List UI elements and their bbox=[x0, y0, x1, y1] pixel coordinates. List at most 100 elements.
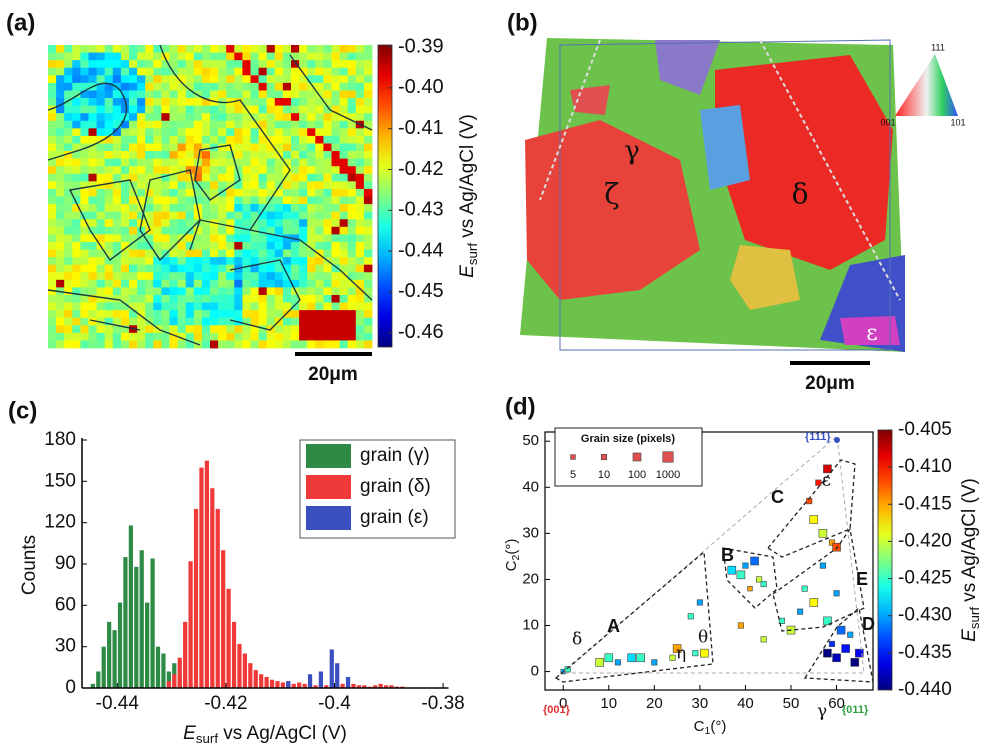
map-cell bbox=[218, 120, 227, 129]
map-cell bbox=[234, 67, 243, 76]
map-cell bbox=[104, 302, 114, 311]
panel-label: (b) bbox=[507, 9, 538, 36]
map-cell bbox=[169, 196, 178, 205]
map-cell bbox=[274, 340, 284, 349]
map-cell bbox=[323, 204, 332, 213]
map-cell bbox=[193, 67, 203, 76]
legend-swatch bbox=[306, 444, 351, 468]
map-cell bbox=[299, 113, 308, 122]
map-cell bbox=[218, 332, 227, 341]
map-cell bbox=[120, 279, 130, 288]
map-cell bbox=[226, 113, 235, 122]
colorbar-label: Esurf vs Ag/AgCl (V) bbox=[457, 114, 480, 278]
bar bbox=[242, 653, 248, 688]
map-cell bbox=[210, 188, 219, 197]
map-cell bbox=[331, 279, 340, 288]
map-cell bbox=[299, 166, 308, 175]
map-cell bbox=[339, 90, 349, 99]
map-cell bbox=[347, 181, 357, 190]
map-cell bbox=[193, 98, 203, 106]
grain bbox=[840, 316, 900, 345]
grain-marker bbox=[815, 479, 822, 486]
map-cell bbox=[80, 158, 89, 167]
map-cell bbox=[266, 302, 276, 311]
map-cell bbox=[234, 310, 243, 319]
map-cell bbox=[88, 143, 97, 152]
map-cell bbox=[96, 135, 106, 144]
bar bbox=[172, 674, 177, 688]
map-cell bbox=[145, 128, 154, 137]
map-cell bbox=[315, 90, 324, 99]
map-cell bbox=[161, 173, 170, 182]
map-cell bbox=[258, 166, 268, 175]
map-cell bbox=[331, 82, 340, 91]
map-cell bbox=[120, 294, 130, 303]
map-cell bbox=[299, 219, 308, 228]
map-cell bbox=[80, 211, 89, 220]
map-cell bbox=[185, 158, 195, 167]
map-cell bbox=[64, 279, 73, 288]
grain-label: δ bbox=[792, 178, 809, 211]
map-cell bbox=[339, 120, 349, 129]
map-cell bbox=[177, 257, 187, 266]
map-cell bbox=[161, 204, 170, 213]
map-cell bbox=[88, 60, 97, 69]
map-cell bbox=[323, 67, 332, 76]
map-cell bbox=[347, 241, 357, 250]
map-cell bbox=[169, 211, 178, 220]
map-cell bbox=[120, 158, 130, 167]
key-label: 101 bbox=[950, 117, 965, 127]
map-cell bbox=[120, 257, 130, 266]
grain-marker bbox=[809, 598, 819, 607]
map-cell bbox=[201, 128, 211, 137]
map-cell bbox=[242, 249, 251, 258]
map-cell bbox=[96, 60, 106, 69]
map-cell bbox=[226, 75, 235, 84]
map-cell bbox=[299, 128, 308, 137]
map-cell bbox=[129, 75, 138, 84]
map-cell bbox=[242, 257, 251, 266]
map-cell bbox=[307, 188, 316, 197]
map-cell bbox=[242, 287, 251, 296]
map-cell bbox=[48, 279, 57, 288]
region-label: E bbox=[856, 569, 868, 589]
map-cell bbox=[120, 272, 130, 281]
bar bbox=[253, 670, 258, 688]
map-cell bbox=[96, 234, 106, 243]
map-cell bbox=[315, 234, 324, 243]
map-cell bbox=[218, 340, 227, 349]
map-cell bbox=[226, 340, 235, 349]
map-cell bbox=[307, 272, 316, 281]
map-cell bbox=[169, 181, 178, 190]
map-cell bbox=[145, 188, 154, 197]
map-cell bbox=[315, 294, 324, 303]
map-cell bbox=[315, 196, 324, 205]
map-cell bbox=[193, 310, 203, 319]
map-cell bbox=[331, 188, 340, 197]
map-cell bbox=[315, 310, 324, 319]
x-tick-label: 20 bbox=[646, 695, 663, 712]
map-cell bbox=[161, 234, 170, 243]
map-cell bbox=[129, 302, 138, 311]
map-cell bbox=[266, 173, 276, 182]
map-cell bbox=[355, 181, 365, 190]
map-cell bbox=[274, 52, 284, 61]
map-cell bbox=[242, 294, 251, 303]
map-cell bbox=[339, 317, 349, 326]
map-cell bbox=[363, 75, 373, 84]
map-cell bbox=[250, 90, 259, 99]
map-cell bbox=[185, 82, 195, 91]
map-cell bbox=[250, 249, 259, 258]
map-cell bbox=[363, 143, 373, 152]
map-cell bbox=[282, 151, 292, 160]
map-cell bbox=[104, 188, 114, 197]
map-cell bbox=[363, 166, 373, 175]
map-cell bbox=[129, 181, 138, 190]
map-cell bbox=[137, 234, 146, 243]
map-cell bbox=[363, 113, 373, 122]
map-cell bbox=[347, 113, 357, 122]
map-cell bbox=[307, 279, 316, 288]
map-cell bbox=[307, 120, 316, 129]
map-cell bbox=[234, 211, 243, 220]
map-cell bbox=[129, 317, 138, 326]
